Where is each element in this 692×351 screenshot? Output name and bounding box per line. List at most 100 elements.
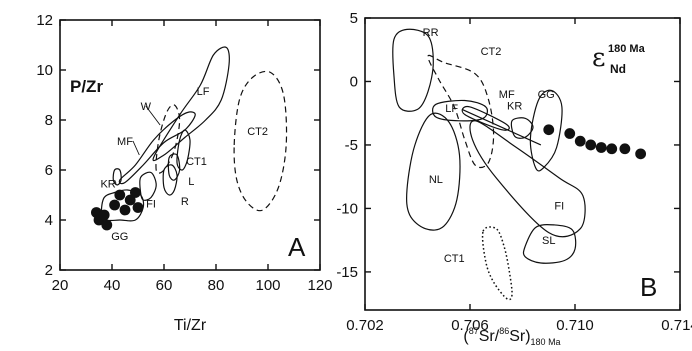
panel-b-x-axis-title: (87Sr/86Sr)180 Ma bbox=[463, 326, 560, 347]
y-tick-label: 6 bbox=[45, 162, 53, 179]
panel-a-title: P/Zr bbox=[70, 77, 103, 96]
region-l-outline bbox=[167, 153, 181, 181]
x-tick-label: 0.710 bbox=[556, 317, 594, 334]
region-fi-outline bbox=[139, 171, 157, 201]
y-tick-label: 2 bbox=[45, 262, 53, 279]
data-point bbox=[132, 202, 144, 213]
region-ct2-label: CT2 bbox=[247, 126, 268, 138]
region-lf-label: LF bbox=[197, 86, 210, 98]
data-point bbox=[585, 139, 597, 151]
x-tick-label: 0.714 bbox=[661, 317, 692, 334]
data-point bbox=[574, 135, 586, 147]
region-fi-label: FI bbox=[554, 201, 564, 213]
region-mf-leader bbox=[132, 140, 140, 156]
region-ct1-label: CT1 bbox=[186, 156, 207, 168]
region-ct1-outline bbox=[481, 226, 513, 301]
panel-b-title-epsilon: ε bbox=[592, 43, 605, 73]
panel-a-label: A bbox=[288, 232, 306, 262]
data-point bbox=[619, 143, 631, 155]
x-title-subscript: 180 Ma bbox=[531, 337, 561, 347]
region-mf-outline bbox=[118, 111, 196, 185]
region-ct2-label: CT2 bbox=[481, 46, 502, 58]
y-tick-label: -10 bbox=[336, 200, 358, 217]
region-mf-label: MF bbox=[499, 89, 515, 101]
data-point bbox=[114, 189, 126, 201]
trend-line bbox=[461, 108, 542, 146]
panel-a-ticks: 20 40 60 80 100 120 2 4 6 8 10 12 bbox=[36, 12, 332, 294]
x-title-sup-87: 87 bbox=[469, 326, 479, 336]
data-point bbox=[635, 148, 647, 160]
region-kr-leader bbox=[114, 179, 117, 184]
region-ct1-label: CT1 bbox=[444, 253, 465, 265]
region-gg-outline bbox=[529, 89, 563, 172]
region-r-outline bbox=[162, 164, 178, 196]
x-title-open: ( bbox=[463, 328, 469, 345]
x-title-sr-1: Sr/ bbox=[479, 328, 500, 345]
region-gg-label: GG bbox=[538, 89, 555, 101]
panel-b-label: B bbox=[640, 272, 657, 302]
data-point bbox=[109, 199, 120, 211]
y-tick-label: 10 bbox=[36, 62, 53, 79]
region-mf-outline bbox=[461, 105, 510, 131]
region-ct1-outline bbox=[176, 129, 191, 171]
panel-a-points bbox=[91, 187, 144, 231]
panel-a: P/Zr A Ti/Zr 20 40 60 80 100 120 2 4 6 8 10 12 LF W M… bbox=[36, 12, 332, 334]
x-title-sr-2: Sr) bbox=[509, 328, 530, 345]
region-kr-outline bbox=[112, 168, 122, 186]
data-point bbox=[564, 128, 576, 139]
x-tick-label: 80 bbox=[208, 277, 225, 294]
panel-a-regions: LF W MF CT1 CT2 LR FI KR GG bbox=[100, 46, 288, 243]
region-w-leader bbox=[145, 105, 161, 126]
panel-a-frame bbox=[59, 19, 321, 271]
data-point bbox=[595, 142, 607, 153]
x-tick-label: 20 bbox=[52, 277, 69, 294]
region-sl-outline bbox=[522, 223, 577, 264]
data-point bbox=[124, 194, 136, 206]
data-point bbox=[98, 209, 110, 221]
data-point bbox=[606, 143, 618, 155]
region-w-outline bbox=[155, 104, 181, 174]
region-l-label: L bbox=[188, 176, 194, 188]
region-nl-label: NL bbox=[429, 174, 443, 186]
region-mf-label: MF bbox=[117, 136, 133, 148]
panel-b-ticks: 0.702 0.706 0.710 0.714 5 0 -5 -10 -15 bbox=[336, 10, 692, 334]
x-tick-label: 120 bbox=[307, 277, 332, 294]
region-rr-label: RR bbox=[423, 27, 439, 39]
region-w-label: W bbox=[141, 101, 152, 113]
panel-b-lines bbox=[461, 108, 542, 146]
y-tick-label: 5 bbox=[350, 10, 358, 27]
y-tick-label: 8 bbox=[45, 112, 53, 129]
panel-a-x-axis-title: Ti/Zr bbox=[174, 317, 207, 334]
panel-b-title: ε 180 Ma Nd bbox=[592, 43, 646, 76]
region-gg-label: GG bbox=[111, 231, 128, 243]
data-point bbox=[130, 187, 141, 198]
x-tick-label: 0.706 bbox=[451, 317, 489, 334]
y-tick-label: 0 bbox=[350, 73, 358, 90]
region-fi-label: FI bbox=[146, 199, 156, 211]
region-lf-label: LF bbox=[445, 103, 458, 115]
panel-b-points bbox=[543, 124, 647, 160]
y-tick-label: -5 bbox=[345, 137, 358, 154]
x-tick-label: 60 bbox=[156, 277, 173, 294]
panel-b-frame bbox=[364, 17, 681, 311]
y-tick-label: -15 bbox=[336, 264, 358, 281]
region-sl-label: SL bbox=[542, 235, 555, 247]
region-nl-outline bbox=[406, 112, 461, 231]
region-fi-outline bbox=[469, 120, 586, 238]
x-title-sup-86: 86 bbox=[499, 326, 509, 336]
panel-b: ε 180 Ma Nd B (87Sr/86Sr)180 Ma 0.702 0.7… bbox=[336, 10, 692, 347]
x-tick-label: 0.702 bbox=[346, 317, 384, 334]
region-ct2-outline bbox=[233, 70, 288, 212]
region-ct2-outline bbox=[427, 54, 495, 169]
y-tick-label: 12 bbox=[36, 12, 53, 29]
region-r-label: R bbox=[181, 196, 189, 208]
data-point bbox=[543, 124, 555, 136]
x-tick-label: 40 bbox=[104, 277, 121, 294]
region-gg-outline bbox=[100, 189, 145, 222]
region-lf-outline bbox=[152, 46, 230, 162]
x-tick-label: 100 bbox=[255, 277, 280, 294]
data-point bbox=[101, 219, 113, 231]
region-kr-label: KR bbox=[100, 179, 115, 191]
